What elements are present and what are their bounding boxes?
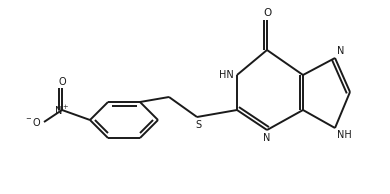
Text: O: O [263,8,271,18]
Text: $^-$O: $^-$O [24,116,42,128]
Text: N: N [263,133,271,143]
Text: HN: HN [219,70,234,80]
Text: NH: NH [337,130,352,140]
Text: S: S [195,120,201,130]
Text: N: N [337,46,344,56]
Text: N$^+$: N$^+$ [54,103,70,117]
Text: O: O [58,77,66,87]
